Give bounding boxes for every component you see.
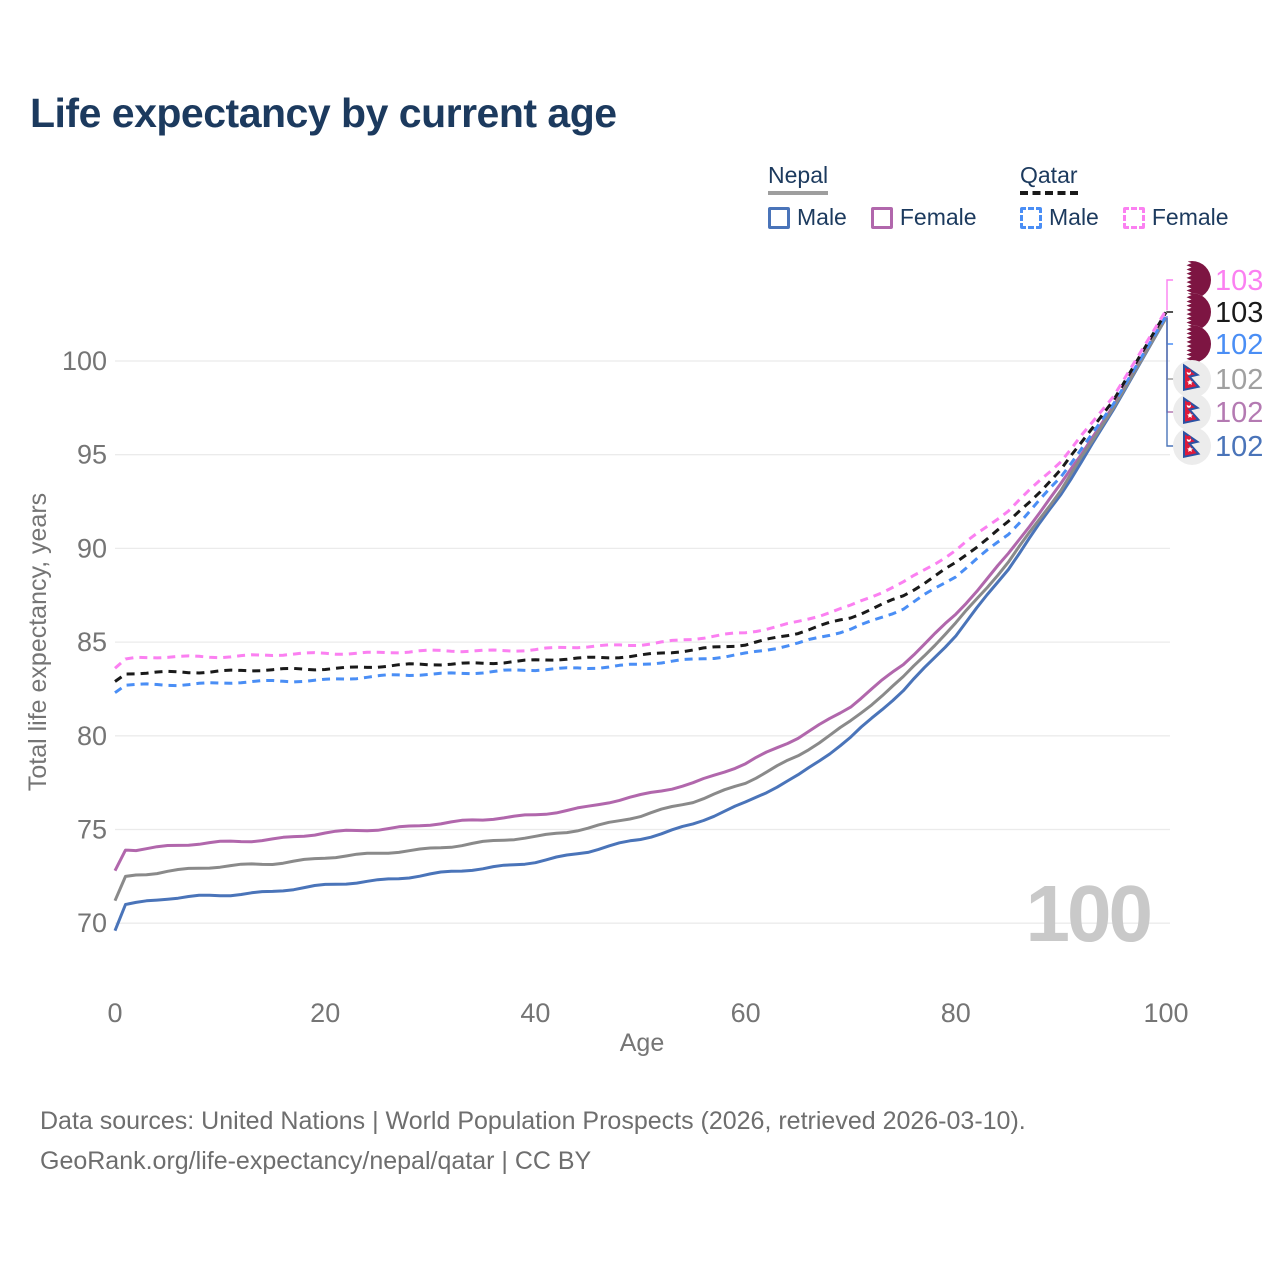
x-tick-label: 100 <box>1143 998 1188 1028</box>
legend-items-nepal: Male Female <box>768 204 977 231</box>
leader-lines <box>1166 279 1174 447</box>
nepal-flag-icon <box>1173 360 1211 398</box>
leader-line <box>1166 317 1174 380</box>
nepal-flag-icon <box>1173 393 1211 431</box>
nepal-male-swatch-icon <box>768 206 790 229</box>
legend-item-qatar-female[interactable]: Female <box>1122 204 1229 231</box>
x-tick-label: 0 <box>107 998 122 1028</box>
legend-item-label: Female <box>1151 204 1229 231</box>
y-tick-label: 85 <box>77 627 107 657</box>
x-axis-title: Age <box>620 1029 664 1057</box>
legend-item-label: Male <box>1049 204 1099 231</box>
series-line-nepal <box>113 317 1168 902</box>
footer-attribution: GeoRank.org/life-expectancy/nepal/qatar … <box>40 1147 592 1175</box>
nepal-female-swatch-icon <box>870 206 893 229</box>
y-tick-label: 80 <box>77 721 107 751</box>
page-title: Life expectancy by current age <box>30 90 617 136</box>
leader-line <box>1166 279 1174 311</box>
legend-items-qatar: Male Female <box>1020 204 1229 231</box>
footer-data-sources: Data sources: United Nations | World Pop… <box>40 1107 1026 1135</box>
end-value-label-nepal: 102 <box>1215 364 1263 396</box>
legend-country-qatar: Qatar <box>1020 162 1078 196</box>
legend-country-nepal: Nepal <box>768 162 829 196</box>
leader-line <box>1166 317 1174 447</box>
y-axis-title: Total life expectancy, years <box>24 493 52 791</box>
watermark-100: 100 <box>1026 869 1151 958</box>
x-axis-ticks: 0 20 40 60 80 100 <box>107 998 1188 1028</box>
y-tick-label: 70 <box>77 908 107 938</box>
gridlines <box>115 360 1170 924</box>
leader-line <box>1166 317 1174 413</box>
series-line-nepal-male <box>113 317 1168 932</box>
series-lines <box>113 309 1168 932</box>
qatar-male-swatch-icon <box>1020 206 1042 229</box>
legend: Nepal Male Female Qatar Male <box>0 0 1280 250</box>
series-line-qatar-male <box>114 315 1168 694</box>
y-tick-label: 90 <box>77 533 107 563</box>
series-flags <box>1173 261 1211 465</box>
leader-line <box>1166 316 1174 345</box>
end-value-label-nepal-female: 102 <box>1215 397 1263 429</box>
y-tick-label: 95 <box>77 440 107 470</box>
y-tick-label: 75 <box>77 815 107 845</box>
y-axis-ticks: 70 75 80 85 90 95 100 <box>62 346 107 938</box>
end-value-label-qatar-female: 103 <box>1215 265 1263 297</box>
end-value-label-qatar-male: 102 <box>1215 329 1263 361</box>
legend-item-qatar-male[interactable]: Male <box>1020 204 1099 231</box>
nepal-flag-icon <box>1173 427 1211 465</box>
y-tick-label: 100 <box>62 346 107 376</box>
legend-item-nepal-female[interactable]: Female <box>870 204 977 231</box>
series-line-qatar <box>114 311 1168 683</box>
legend-item-label: Female <box>899 204 977 231</box>
end-value-label-qatar: 103 <box>1215 297 1263 329</box>
end-value-label-nepal-male: 102 <box>1215 431 1263 463</box>
x-tick-label: 60 <box>731 998 761 1028</box>
series-line-qatar-female <box>114 309 1168 670</box>
qatar-female-swatch-icon <box>1122 206 1145 229</box>
qatar-flag-icon <box>1173 325 1211 363</box>
x-tick-label: 80 <box>941 998 971 1028</box>
legend-group-qatar: Qatar Male Female <box>1020 162 1229 231</box>
legend-item-nepal-male[interactable]: Male <box>768 204 847 231</box>
x-tick-label: 20 <box>310 998 340 1028</box>
legend-item-label: Male <box>797 204 847 231</box>
series-line-nepal-female <box>113 316 1168 872</box>
legend-group-nepal: Nepal Male Female <box>768 162 977 231</box>
x-tick-label: 40 <box>520 998 550 1028</box>
